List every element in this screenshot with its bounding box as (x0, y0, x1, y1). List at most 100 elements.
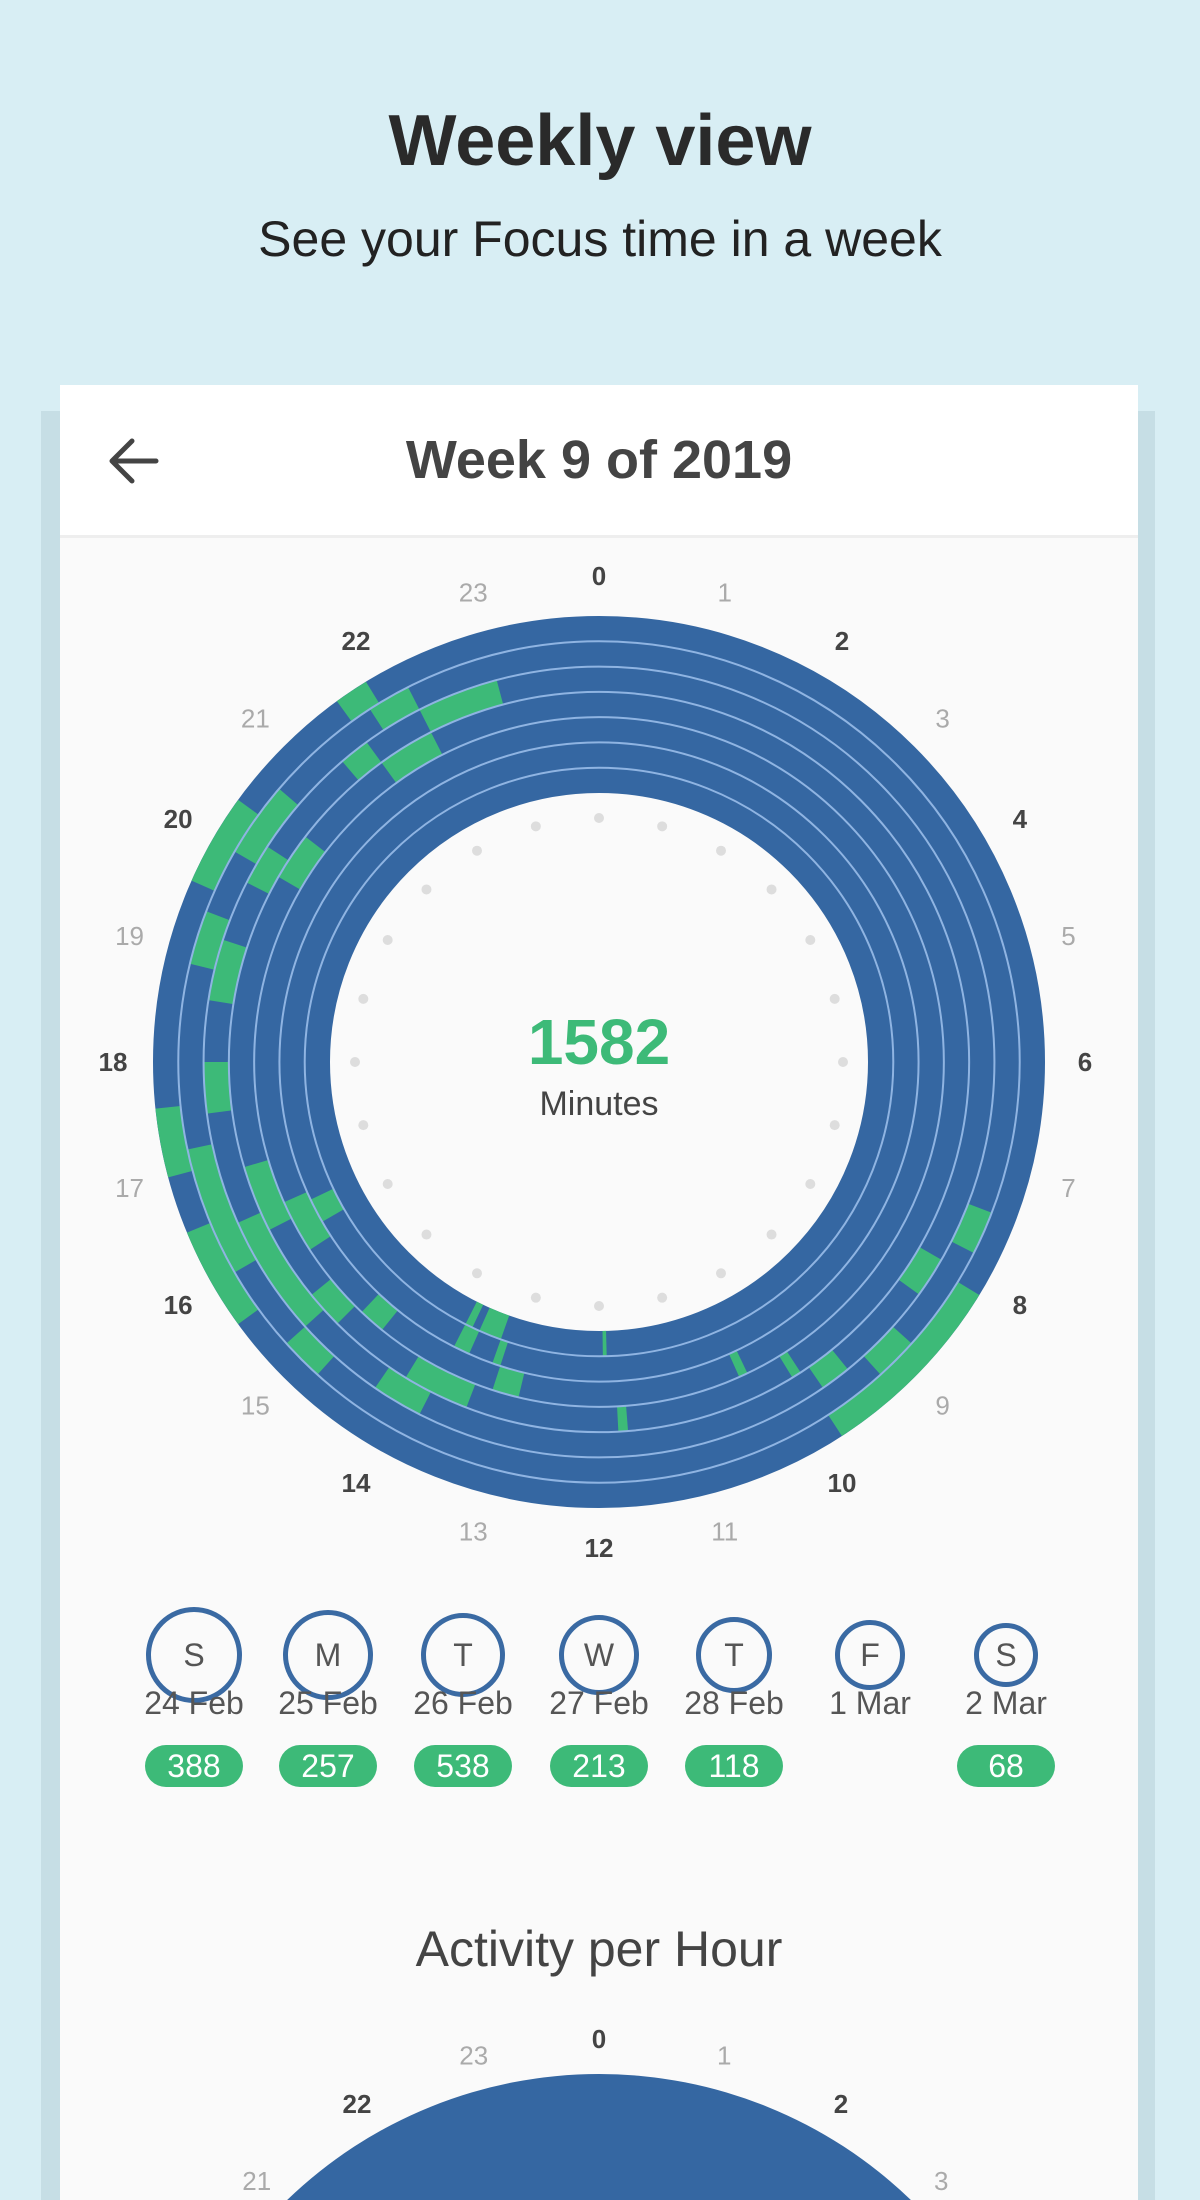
day-date: 24 Feb (144, 1685, 244, 1721)
hour-dot (716, 1268, 726, 1279)
day-circle[interactable]: T (696, 1617, 772, 1693)
day-circle[interactable]: W (559, 1615, 639, 1695)
focus-segment-ring2-7 (342, 742, 382, 781)
ring-separator (253, 716, 945, 1408)
hour-label-1: 1 (718, 578, 732, 608)
focus-segment-ring4-3 (283, 1191, 332, 1250)
hour-label-14: 14 (342, 1468, 371, 1498)
focus-segment-ring0-4 (336, 681, 380, 722)
hour-dot (472, 1268, 482, 1279)
hour-dot (358, 993, 369, 1004)
day-minutes-badge: 538 (414, 1745, 512, 1787)
focus-segment-ring0-3 (191, 799, 259, 891)
focus-segment-ring2-1 (808, 1349, 848, 1388)
hour-label-23: 23 (459, 578, 488, 608)
day-item[interactable]: T 28 Feb 118 (684, 1617, 784, 1787)
activity-disc (287, 2074, 911, 2200)
hour-dot (716, 845, 726, 856)
day-item[interactable]: W 27 Feb 213 (549, 1615, 649, 1787)
focus-segment-ring4-1 (492, 1365, 525, 1398)
hour-dot (594, 813, 604, 823)
focus-segment-ring2-3 (237, 1212, 325, 1327)
day-item[interactable]: S 24 Feb 388 (144, 1607, 244, 1787)
hour-dot (594, 1301, 604, 1311)
hour-dot (421, 884, 432, 895)
app-header: Week 9 of 2019 (60, 385, 1138, 538)
phone-screen: Week 9 of 2019 0 1 2 3 4 5 6 7 8 9 10 11 12 13 14 15 16 1… (60, 385, 1138, 2200)
day-minutes-badge: 118 (685, 1745, 783, 1787)
focus-segment-ring0-1 (186, 1222, 259, 1325)
focus-segment-ring1-0 (951, 1203, 992, 1254)
focus-segment-ring1-4 (189, 911, 230, 970)
focus-segment-ring3-5 (278, 836, 326, 890)
focus-segment-ring2-2 (375, 1366, 432, 1415)
hour-label-3: 3 (934, 2166, 948, 2196)
ring-separator (227, 690, 971, 1434)
focus-segment-ring4-0 (728, 1350, 748, 1378)
day-minutes-badge: 257 (279, 1745, 377, 1787)
hour-dot (829, 1120, 840, 1131)
focus-segment-ring2-6 (246, 846, 289, 895)
hour-label-6: 6 (1078, 1047, 1092, 1077)
focus-segment-ring1-1 (863, 1326, 912, 1375)
focus-segment-ring1-2 (286, 1326, 335, 1375)
focus-segment-ring1-6 (369, 687, 420, 731)
day-item[interactable]: M 25 Feb 257 (278, 1610, 378, 1787)
focus-segment-ring6-1 (479, 1307, 510, 1340)
focus-segment-ring1-3 (187, 1144, 257, 1273)
focus-segment-ring6-2 (465, 1301, 484, 1328)
focus-segment-ring3-2 (405, 1355, 476, 1408)
ring-separator (202, 665, 996, 1459)
back-button[interactable] (106, 433, 166, 489)
hour-dot (382, 1179, 393, 1189)
day-circle[interactable]: T (421, 1613, 505, 1697)
ring-separator (303, 766, 895, 1358)
focus-segment-ring4-2 (361, 1293, 398, 1331)
hour-dot (766, 1229, 777, 1240)
focus-segment-ring2-8 (419, 680, 504, 733)
total-minutes-value: 1582 (527, 1006, 671, 1078)
day-item[interactable]: T 26 Feb 538 (413, 1613, 513, 1787)
focus-segment-ring3-4 (244, 1159, 292, 1231)
hour-label-4: 4 (1013, 804, 1028, 834)
day-date: 27 Feb (549, 1685, 649, 1721)
focus-segment-ring2-5 (208, 939, 248, 1005)
day-date: 1 Mar (829, 1685, 911, 1721)
hour-label-23: 23 (459, 2040, 488, 2070)
focus-segment-ring1-5 (234, 788, 299, 865)
hour-dot (530, 821, 541, 832)
hour-label-1: 1 (717, 2040, 731, 2070)
total-minutes-label: Minutes (539, 1085, 659, 1123)
ring-separator (177, 640, 1021, 1484)
hour-dot (382, 935, 393, 945)
hour-label-21: 21 (241, 703, 270, 733)
hour-label-12: 12 (585, 1533, 614, 1563)
day-circle[interactable]: F (835, 1620, 905, 1690)
focus-segment-ring5-0 (492, 1339, 509, 1366)
hour-label-19: 19 (115, 921, 144, 951)
weekly-radial-chart: 0123456789101112131415161718192021222301… (99, 561, 1092, 2200)
week-title: Week 9 of 2019 (405, 430, 793, 490)
day-date: 2 Mar (965, 1685, 1047, 1721)
focus-segment-ring3-3 (311, 1278, 356, 1324)
ring-separator (278, 741, 920, 1383)
day-circle[interactable]: S (146, 1607, 242, 1703)
focus-segment-ring3-6 (381, 732, 443, 784)
hour-dot (657, 821, 668, 832)
hour-dot (805, 935, 816, 945)
day-date: 28 Feb (684, 1685, 784, 1721)
hour-label-8: 8 (1013, 1290, 1027, 1320)
hour-label-16: 16 (164, 1290, 193, 1320)
hour-dot (472, 845, 482, 856)
hour-label-10: 10 (828, 1468, 857, 1498)
day-circle[interactable]: M (283, 1610, 373, 1700)
activity-title: Activity per Hour (415, 1921, 783, 1977)
focus-segment-ring5-1 (453, 1324, 480, 1354)
day-circle[interactable]: S (974, 1623, 1038, 1687)
total-minutes: 1582 Minutes (60, 1005, 1138, 1124)
focus-segment-ring2-4 (203, 1061, 233, 1114)
hour-label-5: 5 (1061, 921, 1075, 951)
focus-segment-ring2-0 (898, 1246, 942, 1295)
